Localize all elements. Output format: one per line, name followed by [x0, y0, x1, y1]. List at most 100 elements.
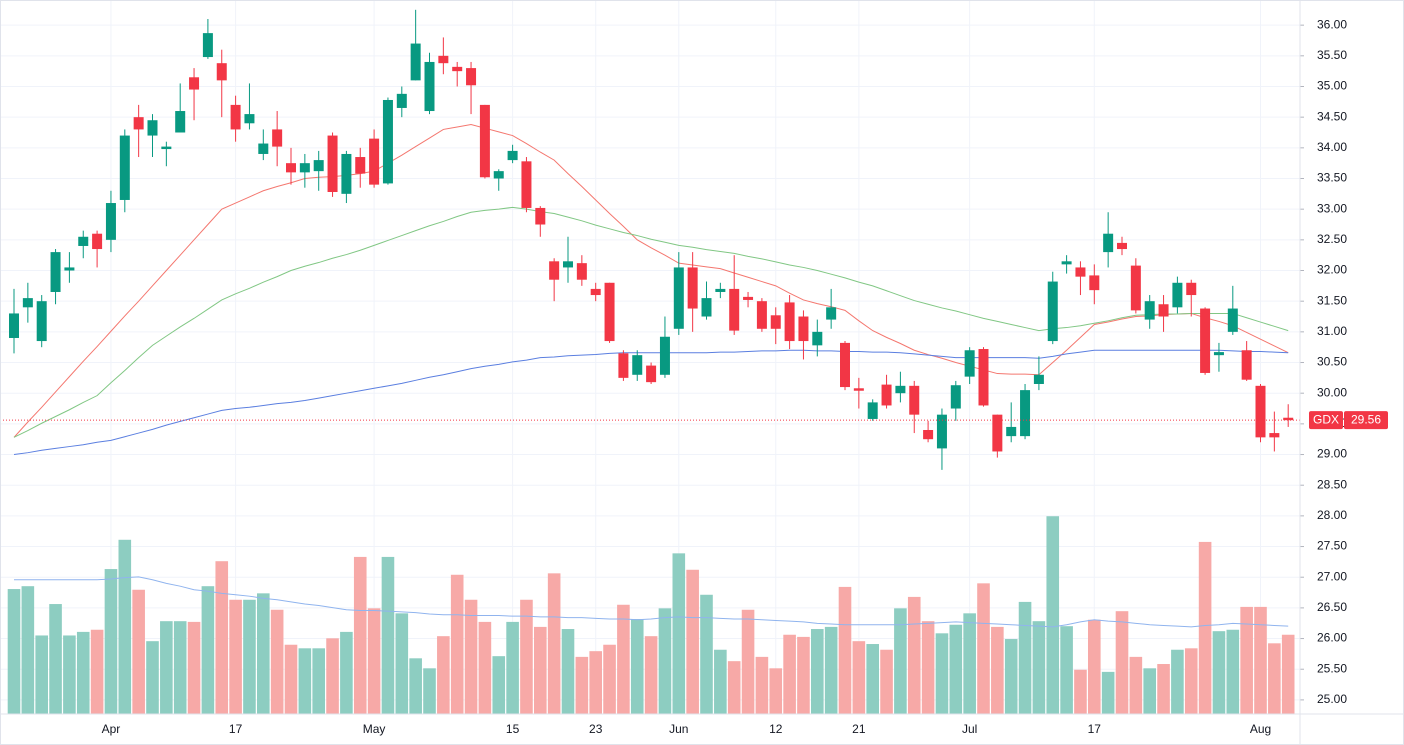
volume-bar [977, 583, 990, 714]
candle-body [1020, 390, 1031, 437]
volume-bar [1226, 629, 1240, 714]
candle-body [22, 298, 33, 308]
volume-bar [1101, 671, 1115, 714]
volume-bar [963, 613, 976, 714]
candle-body [632, 355, 643, 375]
volume-bar [1254, 606, 1267, 714]
volume-bar [173, 621, 187, 714]
candle-body [798, 316, 809, 342]
candle-body [355, 157, 366, 174]
y-tick-label: 31.50 [1317, 293, 1347, 307]
moving-average-line [13, 206, 1289, 438]
candle-body [923, 429, 934, 440]
candle-body [216, 63, 227, 81]
x-tick-label: Jul [962, 722, 977, 736]
candle-body [507, 150, 518, 161]
candle-body [493, 171, 504, 179]
last-price-value: 29.56 [1351, 412, 1381, 426]
candle-body [1186, 282, 1197, 296]
candle-body [396, 93, 407, 108]
y-tick-label: 32.00 [1317, 263, 1347, 277]
volume-bar [312, 648, 325, 714]
candle-body [1144, 301, 1155, 320]
x-tick-label: 12 [769, 722, 783, 736]
candle-body [202, 33, 213, 58]
volume-bar [90, 629, 104, 714]
candle-body [9, 313, 19, 338]
volume-bar [630, 619, 644, 714]
candle-body [1047, 281, 1058, 342]
y-tick-label: 35.50 [1317, 48, 1347, 62]
volume-bar [478, 621, 492, 714]
volume-bar [21, 586, 35, 714]
x-tick-label: 15 [506, 722, 520, 736]
y-tick-label: 31.00 [1317, 324, 1347, 338]
volume-bar [76, 631, 90, 714]
candle-body [978, 349, 989, 406]
volume-bar [880, 649, 893, 714]
volume-bar [1157, 664, 1170, 714]
volume-bar [783, 634, 796, 714]
volume-bar [1281, 634, 1295, 714]
volume-bar [326, 638, 339, 714]
volume-bar [118, 539, 132, 714]
y-tick-label: 29.00 [1317, 447, 1347, 461]
candle-body [770, 315, 781, 329]
volume-bar [437, 636, 450, 714]
x-tick-label: 17 [1088, 722, 1102, 736]
volume-bar [35, 635, 48, 714]
candle-body [1255, 385, 1266, 438]
candle-body [161, 146, 172, 150]
volume-bar [1074, 669, 1087, 714]
volume-bar [257, 593, 270, 714]
y-tick-label: 30.00 [1317, 385, 1347, 399]
candle-body [936, 414, 947, 449]
candle-body [563, 261, 573, 268]
volume-bar [644, 636, 658, 714]
volume-bar [935, 633, 949, 714]
candle-body [189, 77, 200, 90]
volume-bar [1088, 619, 1101, 714]
volume-bar [409, 658, 422, 714]
volume-bar [243, 599, 256, 714]
volume-bar [464, 599, 478, 714]
candle-body [424, 61, 435, 112]
volume-bar [270, 609, 284, 714]
candle-body [1241, 350, 1252, 380]
candle-body [812, 331, 823, 346]
y-tick-label: 26.50 [1317, 600, 1347, 614]
volume-bar [589, 651, 602, 714]
volume-bar [1143, 668, 1156, 714]
candle-body [1130, 265, 1141, 311]
candle-body [1213, 352, 1224, 356]
candle-body [729, 288, 740, 331]
candle-body [701, 298, 712, 317]
candle-body [1172, 282, 1183, 308]
candle-body [258, 143, 269, 154]
candle-body [909, 385, 920, 415]
candle-body [479, 104, 490, 178]
volume-bar [949, 624, 963, 714]
volume-bar [561, 629, 575, 714]
volume-bar [49, 604, 62, 714]
volume-bar [1212, 631, 1226, 714]
y-tick-label: 25.00 [1317, 692, 1347, 706]
x-tick-label: 21 [852, 722, 866, 736]
candle-body [1117, 242, 1127, 250]
moving-average-line [13, 349, 1289, 456]
volume-bar [755, 656, 769, 714]
candle-body [1200, 308, 1211, 373]
candle-body [673, 267, 684, 329]
candle-body [1103, 233, 1114, 253]
volume-bar [1171, 649, 1184, 714]
candle-body [78, 236, 89, 246]
volume-bar [852, 641, 866, 714]
candle-body [1033, 374, 1044, 384]
candle-body [327, 135, 338, 192]
candle-body [881, 384, 892, 406]
x-tick-label: Apr [102, 722, 121, 736]
y-tick-label: 33.00 [1317, 201, 1347, 215]
volume-bar [991, 626, 1004, 714]
y-tick-label: 32.50 [1317, 232, 1347, 246]
volume-bar [1268, 643, 1281, 714]
